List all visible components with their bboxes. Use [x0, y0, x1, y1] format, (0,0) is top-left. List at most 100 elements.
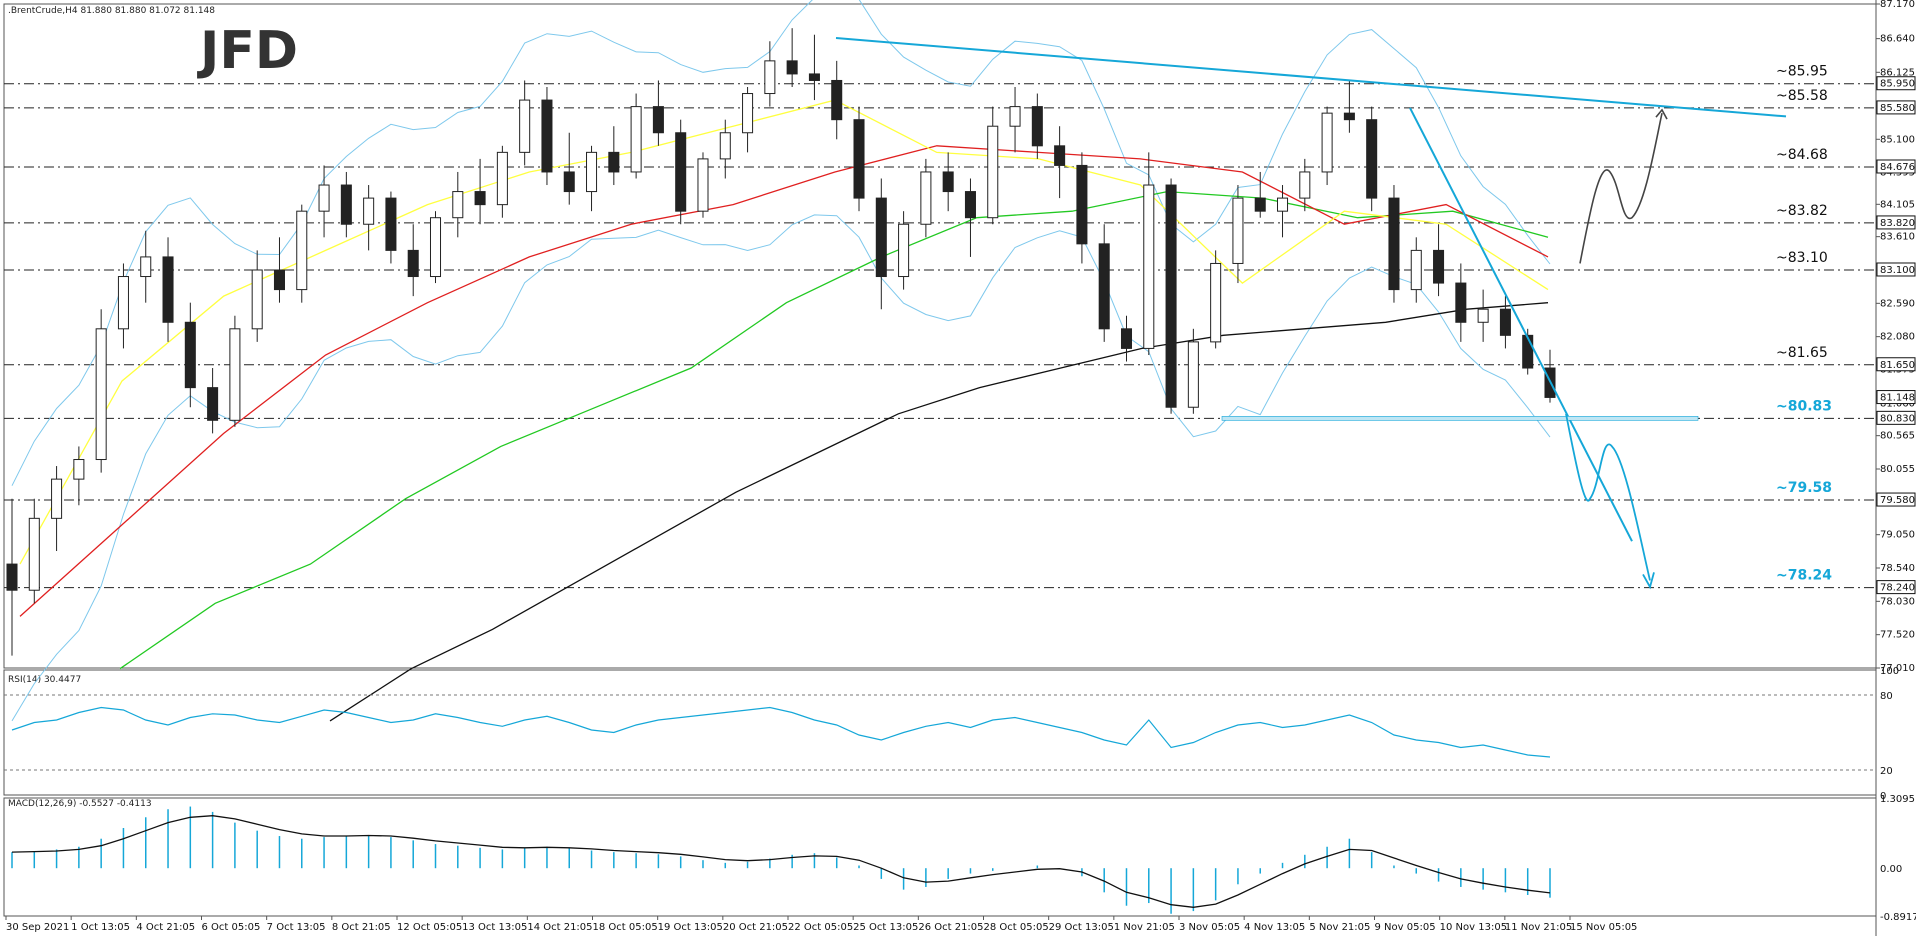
- x-tick-label: 19 Oct 13:05: [658, 922, 723, 933]
- level-price-box-text: 84.676: [1880, 162, 1915, 173]
- bollinger-lower-line: [11, 214, 1551, 722]
- level-price-box: [1876, 262, 1916, 277]
- candle-body: [786, 60, 798, 75]
- y-tick-label: 78.030: [1880, 596, 1915, 607]
- level-price-box: [1876, 492, 1916, 507]
- x-tick-label: 4 Oct 21:05: [136, 922, 195, 933]
- candle-body: [273, 269, 285, 291]
- level-label: ~84.68: [1776, 147, 1828, 163]
- candle-body: [1343, 112, 1355, 121]
- candle-body: [942, 171, 954, 193]
- level-price-box: [1876, 100, 1916, 115]
- jfd-logo: JFD: [197, 21, 298, 81]
- candle-body: [51, 478, 63, 519]
- ma-line: [119, 190, 1549, 670]
- candle-body: [1254, 197, 1266, 212]
- candle-body: [1388, 197, 1400, 291]
- x-tick-label: 3 Nov 05:05: [1179, 922, 1240, 933]
- bullish-arrow-head: [1655, 108, 1668, 120]
- candle-body: [1165, 184, 1177, 408]
- candle-body: [920, 171, 932, 225]
- y-tick-label: 84.105: [1880, 199, 1915, 210]
- level-label: ~80.83: [1776, 398, 1832, 414]
- level-price-box: [1876, 357, 1916, 372]
- candle-body: [652, 106, 664, 134]
- x-tick-label: 4 Nov 13:05: [1244, 922, 1305, 933]
- candle-body: [964, 191, 976, 219]
- candle-body: [1210, 262, 1222, 343]
- x-tick-label: 1 Nov 21:05: [1114, 922, 1175, 933]
- x-tick-label: 20 Oct 21:05: [723, 922, 788, 933]
- candle-body: [229, 328, 241, 421]
- level-price-box-text: 85.580: [1880, 103, 1915, 114]
- candle-body: [1321, 112, 1333, 173]
- level-label: ~83.10: [1776, 250, 1828, 266]
- candle-body: [95, 328, 107, 461]
- candle-body: [563, 171, 575, 193]
- level-price-box: [1876, 215, 1916, 230]
- candle-body: [697, 158, 709, 212]
- candle-body: [1143, 184, 1155, 349]
- candle-body: [73, 459, 85, 480]
- macd-tick-label: -0.8917: [1880, 912, 1916, 923]
- candle-body: [429, 217, 442, 278]
- rsi-line: [11, 706, 1551, 758]
- panel-frames: [3, 0, 1877, 936]
- descending-trendline-upper: [835, 36, 1787, 118]
- current-price-text: 81.148: [1880, 393, 1915, 404]
- y-tick-label: 85.100: [1880, 134, 1915, 145]
- candle-body: [1076, 164, 1088, 245]
- level-label: ~85.58: [1776, 88, 1828, 104]
- level-price-box: [1876, 410, 1916, 425]
- level-label: ~78.24: [1776, 568, 1832, 584]
- candle-body: [251, 269, 263, 330]
- candle-body: [853, 119, 865, 199]
- candle-body: [764, 60, 776, 95]
- y-tick-label: 87.170: [1880, 0, 1915, 10]
- rsi-tick-label: 100: [1880, 666, 1899, 677]
- bearish-projection-path: [1565, 413, 1651, 581]
- candle-body: [1410, 249, 1422, 291]
- candle-body: [363, 197, 375, 225]
- candle-body: [808, 73, 820, 81]
- level-price-box: [1876, 159, 1916, 174]
- candle-body: [1455, 282, 1467, 323]
- macd-title: MACD(12,26,9) -0.5527 -0.4113: [8, 799, 152, 809]
- candle-body: [1098, 243, 1110, 330]
- candle-body: [586, 151, 598, 193]
- candle-body: [1009, 106, 1021, 127]
- ma-line: [19, 145, 1549, 617]
- level-price-box-text: 81.650: [1880, 360, 1915, 371]
- x-tick-label: 14 Oct 21:05: [527, 922, 592, 933]
- y-tick-label: 82.590: [1880, 298, 1915, 309]
- y-tick-label: 86.640: [1880, 34, 1915, 45]
- level-price-box-text: 78.240: [1880, 583, 1915, 594]
- bollinger-upper-line: [11, 0, 1551, 486]
- candle-body: [608, 151, 620, 173]
- candle-body: [318, 184, 330, 212]
- rsi-tick-label: 0: [1880, 791, 1886, 802]
- level-price-box-text: 83.820: [1880, 218, 1915, 229]
- x-tick-label: 25 Oct 13:05: [853, 922, 918, 933]
- x-tick-label: 7 Oct 13:05: [267, 922, 326, 933]
- level-price-box: [1876, 580, 1916, 595]
- level-label: ~83.82: [1776, 203, 1828, 219]
- candle-body: [162, 256, 174, 323]
- candle-body: [630, 106, 642, 173]
- candle-body: [296, 210, 308, 291]
- candle-body: [1277, 197, 1289, 212]
- bullish-scenario-path: [1579, 112, 1663, 264]
- y-tick-label: 82.080: [1880, 332, 1915, 343]
- candle-body: [1522, 334, 1534, 369]
- candle-body: [987, 125, 999, 219]
- x-tick-label: 5 Nov 21:05: [1309, 922, 1370, 933]
- candle-body: [407, 249, 419, 278]
- level-price-box-text: 80.830: [1880, 413, 1915, 424]
- level-label: ~85.95: [1776, 64, 1828, 80]
- x-tick-label: 28 Oct 05:05: [984, 922, 1049, 933]
- y-tick-label: 80.565: [1880, 431, 1915, 442]
- x-tick-label: 1 Oct 13:05: [71, 922, 130, 933]
- x-tick-label: 18 Oct 05:05: [593, 922, 658, 933]
